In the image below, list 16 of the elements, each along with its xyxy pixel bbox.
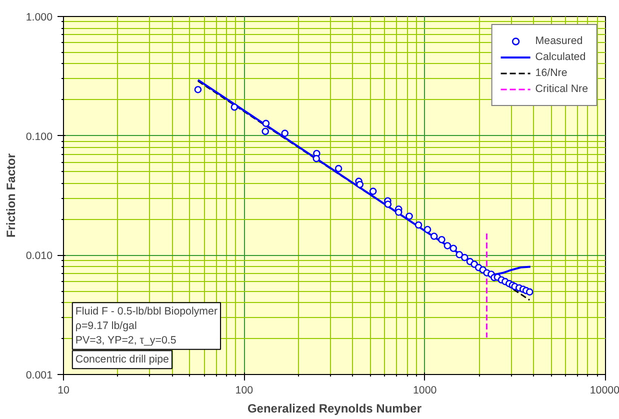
y-tick-label: 0.010 xyxy=(26,250,53,262)
y-tick-label: 1.000 xyxy=(26,12,53,24)
x-tick-label: 1000 xyxy=(412,384,437,396)
annotation: Fluid F - 0.5-lb/bbl Biopolymer ρ=9.17 lb/gal PV=3, YP=2, τ_y=0.5 xyxy=(75,306,218,346)
legend-label: Calculated xyxy=(535,50,586,64)
x-tick-label: 10000 xyxy=(590,384,619,396)
legend-label: Critical Nre xyxy=(535,82,588,96)
y-axis-title: Friction Factor xyxy=(4,153,18,238)
y-tick-label: 0.001 xyxy=(26,370,53,382)
x-axis-title: Generalized Reynolds Number xyxy=(247,402,422,416)
y-tick-label: 0.100 xyxy=(26,130,53,143)
x-tick-label: 10 xyxy=(58,384,70,396)
x-tick-label: 100 xyxy=(235,384,254,396)
legend-label: 16/Nre xyxy=(535,66,568,80)
legend-label: Measured xyxy=(535,34,583,48)
annotation: Concentric drill pipe xyxy=(75,354,170,366)
